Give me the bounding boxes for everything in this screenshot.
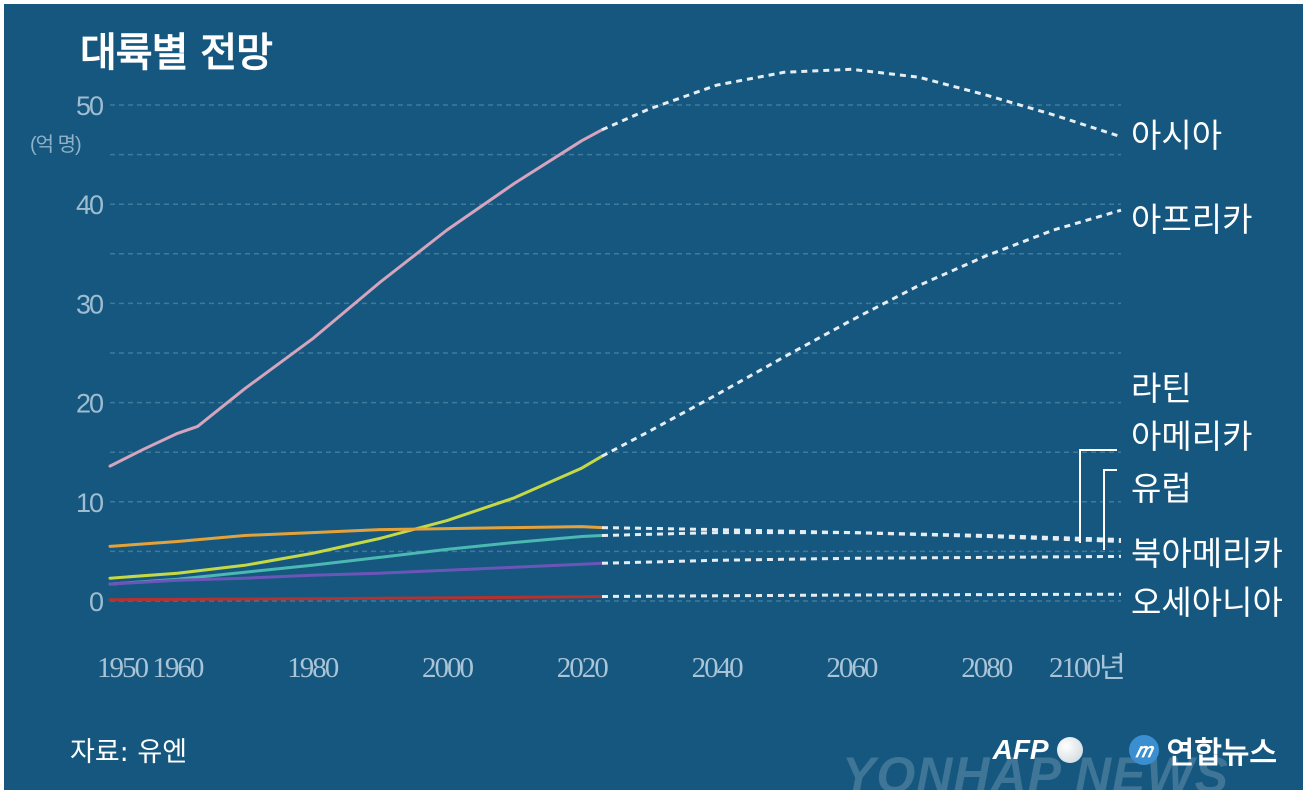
y-axis-ticks: 0 10 20 30 40 50 xyxy=(76,91,105,617)
series-line-projection xyxy=(601,554,1122,565)
y-tick-label: 0 xyxy=(89,587,103,617)
series-line-historical xyxy=(108,595,604,602)
credit-logos: AFP 𝑚 연합뉴스 xyxy=(993,728,1277,772)
x-tick-label: 2020 xyxy=(557,652,609,684)
series-line-historical xyxy=(108,525,604,548)
series-label: 유럽 xyxy=(1131,469,1192,508)
y-axis-unit: (억 명) xyxy=(30,134,82,156)
chart-title: 대륙별 전망 xyxy=(80,30,273,76)
series-line-historical xyxy=(108,128,604,468)
label-leader-line xyxy=(1079,449,1117,543)
series-line-projection xyxy=(601,592,1122,598)
y-tick-label: 20 xyxy=(76,389,103,419)
afp-globe-icon xyxy=(1056,737,1083,763)
series-label: 아시아 xyxy=(1131,116,1222,155)
y-tick-label: 10 xyxy=(76,488,103,518)
series-line-historical xyxy=(108,534,604,586)
x-tick-label: 2100년 xyxy=(1049,652,1124,684)
series-label: 북아메리카 xyxy=(1131,534,1283,573)
x-tick-label: 2060 xyxy=(826,652,878,684)
x-axis-ticks: 1950 1960 1980 2000 2020 2040 2060 2080 2100년 xyxy=(97,652,1126,684)
series-label: 오세아니아 xyxy=(1131,583,1283,622)
series-lines xyxy=(108,67,1122,602)
series-line-historical xyxy=(108,454,604,580)
y-tick-label: 30 xyxy=(76,289,103,319)
series-line-projection xyxy=(601,67,1122,139)
chart-panel: 대륙별 전망 (억 명) 0 10 20 30 40 50 1950 1960 1980 200… xyxy=(4,4,1303,790)
yonhap-logo-icon: 𝑚 xyxy=(1128,735,1159,765)
series-label: 아프리카 xyxy=(1131,200,1252,239)
y-tick-label: 40 xyxy=(76,190,103,220)
afp-logo-text: AFP xyxy=(992,734,1049,765)
series-line-historical xyxy=(108,561,604,586)
x-tick-label: 1980 xyxy=(287,652,339,684)
label-leader-line xyxy=(1103,469,1117,550)
x-tick-label: 1950 xyxy=(97,652,149,684)
yonhap-logo-text: 연합뉴스 xyxy=(1166,736,1277,771)
x-tick-label: 2000 xyxy=(422,652,474,684)
x-tick-label: 2040 xyxy=(692,652,744,684)
y-tick-label: 50 xyxy=(76,91,103,121)
source-note: 자료: 유엔 xyxy=(70,737,188,768)
series-label: 아메리카 xyxy=(1131,417,1252,456)
x-tick-label: 2080 xyxy=(961,652,1013,684)
series-line-projection xyxy=(601,208,1122,458)
line-chart: 0 10 20 30 40 50 1950 1960 1980 2000 2020 2040 2060… xyxy=(76,67,1283,684)
gridlines xyxy=(110,104,1121,602)
series-line-projection xyxy=(601,526,1122,543)
series-label: 라틴 xyxy=(1131,369,1192,408)
x-tick-label: 1960 xyxy=(152,652,204,684)
yonhap-watermark: YONHAP NEWS xyxy=(842,747,1229,790)
